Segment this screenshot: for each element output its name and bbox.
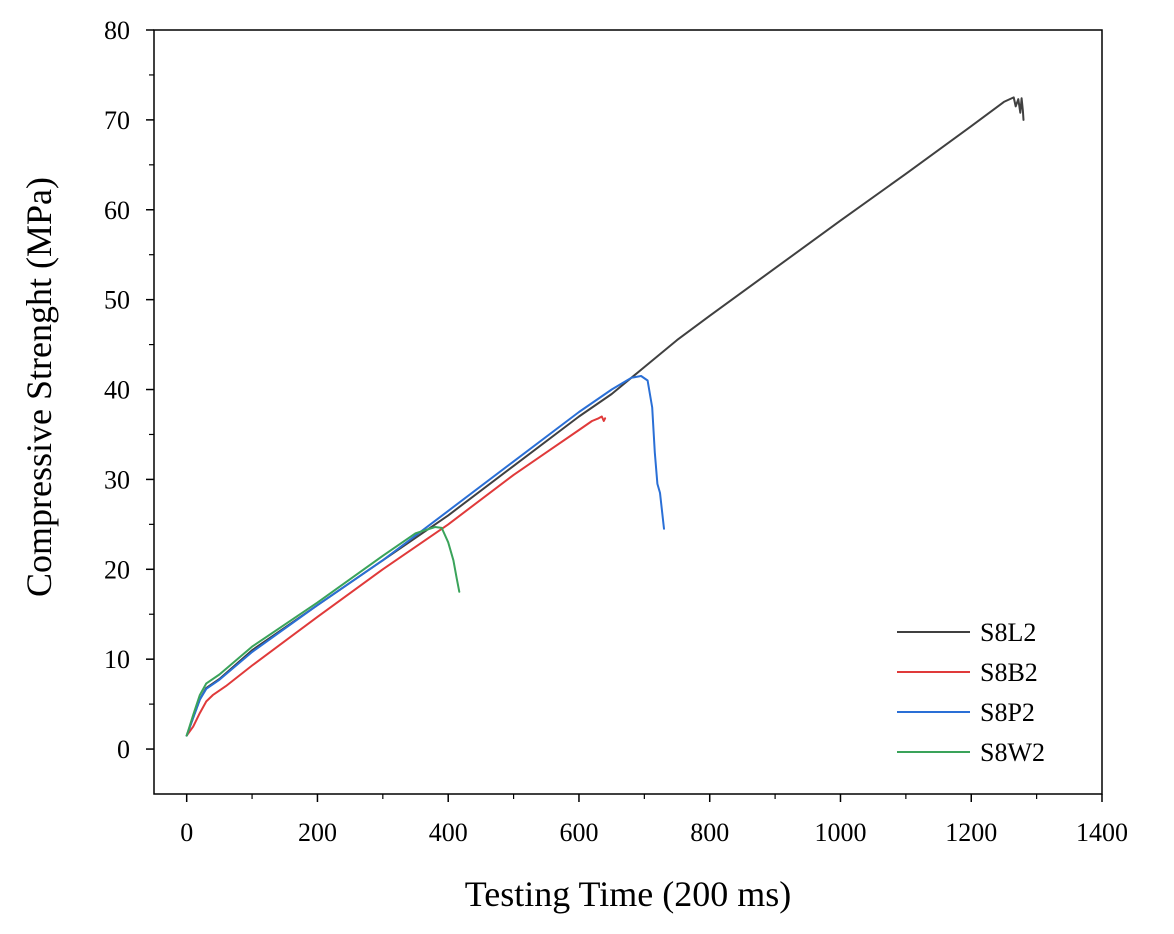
series-line-s8l2 (185, 96, 1025, 737)
x-tick-label: 1200 (945, 818, 997, 847)
y-tick-label: 80 (104, 16, 130, 45)
series-line-s8p2 (185, 375, 665, 737)
x-tick-labels: 0 200 400 600 800 1000 1200 1400 (180, 818, 1128, 847)
x-tick-label: 200 (298, 818, 337, 847)
y-tick-label: 20 (104, 555, 130, 584)
x-axis-title: Testing Time (200 ms) (465, 874, 792, 914)
x-tick-label: 1400 (1076, 818, 1128, 847)
legend-label-s8p2: S8P2 (980, 698, 1035, 727)
x-tick-label: 600 (559, 818, 598, 847)
y-tick-labels: 0 10 20 30 40 50 60 70 80 (104, 16, 130, 764)
series-lines (185, 96, 1025, 737)
y-tick-label: 70 (104, 106, 130, 135)
y-axis-title: Compressive Strenght (MPa) (19, 177, 59, 597)
legend-label-s8b2: S8B2 (980, 658, 1038, 687)
series-line-s8w2 (185, 526, 461, 737)
y-tick-label: 50 (104, 286, 130, 315)
x-tick-label: 400 (429, 818, 468, 847)
legend-label-s8w2: S8W2 (980, 738, 1045, 767)
axis-ticks (146, 29, 1103, 802)
legend: S8L2 S8B2 S8P2 S8W2 (897, 618, 1045, 767)
y-tick-label: 40 (104, 376, 130, 405)
x-tick-label: 800 (690, 818, 729, 847)
series-line-s8b2 (185, 415, 607, 737)
y-tick-label: 10 (104, 645, 130, 674)
y-tick-label: 60 (104, 196, 130, 225)
plot-frame (153, 29, 1103, 795)
legend-label-s8l2: S8L2 (980, 618, 1036, 647)
x-tick-label: 1000 (814, 818, 866, 847)
y-tick-label: 30 (104, 465, 130, 494)
x-tick-label: 0 (180, 818, 193, 847)
y-tick-label: 0 (117, 735, 130, 764)
